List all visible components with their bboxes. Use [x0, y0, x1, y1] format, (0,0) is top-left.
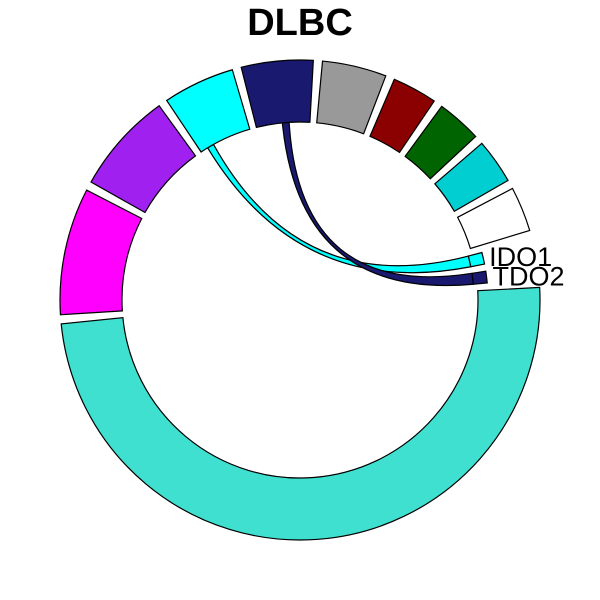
sector-0 — [60, 286, 541, 541]
sector-6 — [369, 78, 436, 154]
sectors-layer — [59, 59, 541, 541]
sector-2 — [90, 104, 197, 214]
sector-9 — [456, 187, 531, 250]
sector-5 — [316, 60, 387, 135]
sector-7 — [404, 105, 477, 180]
sector-8 — [434, 142, 509, 213]
sector-10 — [467, 251, 486, 268]
sector-3 — [165, 68, 251, 153]
sector-1 — [59, 189, 143, 316]
sector-11 — [471, 270, 488, 285]
sector-label-tdo2: TDO2 — [493, 261, 565, 291]
sector-4 — [240, 59, 314, 129]
chart-title: DLBC — [247, 2, 353, 44]
sector-label-ido1: IDO1 — [489, 242, 552, 272]
